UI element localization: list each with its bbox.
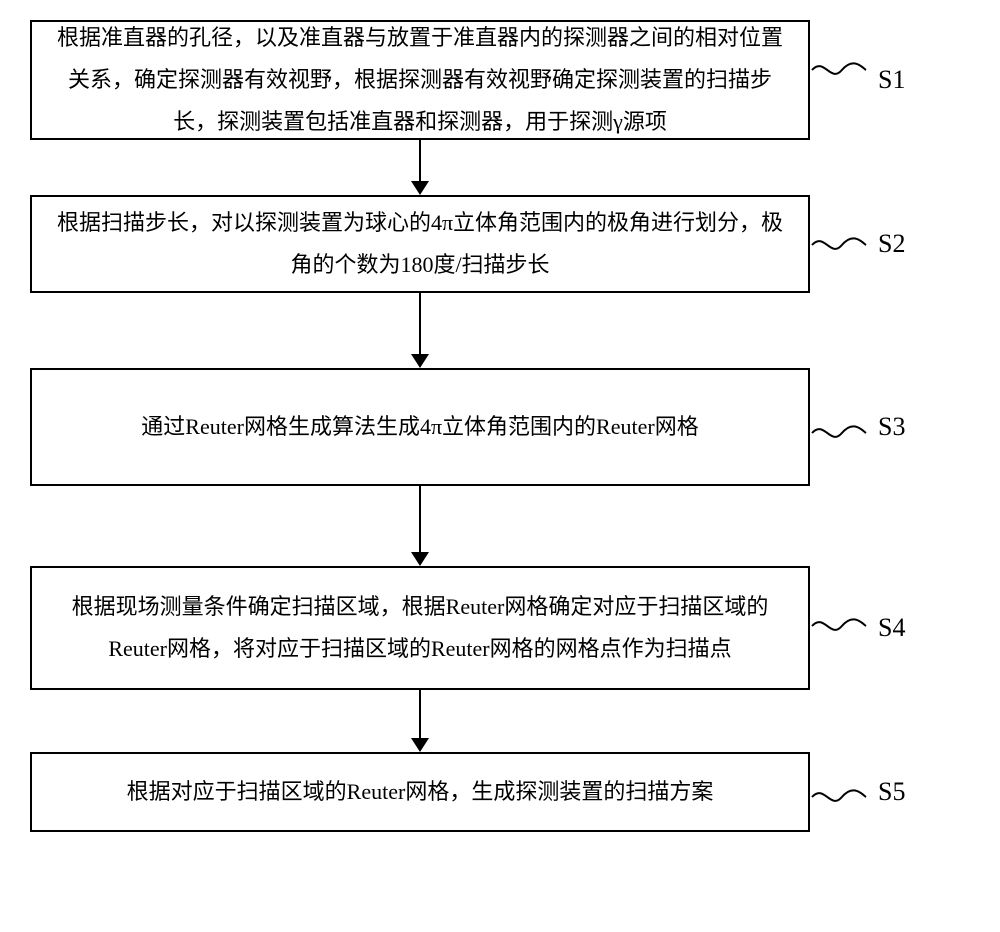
curve-connector [810, 611, 868, 646]
curve-connector [810, 55, 868, 90]
step-box-s1: 根据准直器的孔径，以及准直器与放置于准直器内的探测器之间的相对位置关系，确定探测… [30, 20, 810, 140]
step-box-s3: 通过Reuter网格生成算法生成4π立体角范围内的Reuter网格 [30, 368, 810, 486]
curve-connector [810, 418, 868, 453]
step-row-s3: 通过Reuter网格生成算法生成4π立体角范围内的Reuter网格 S3 [30, 368, 970, 486]
step-text: 通过Reuter网格生成算法生成4π立体角范围内的Reuter网格 [141, 406, 698, 448]
step-row-s4: 根据现场测量条件确定扫描区域，根据Reuter网格确定对应于扫描区域的Reute… [30, 566, 970, 690]
step-text: 根据对应于扫描区域的Reuter网格，生成探测装置的扫描方案 [127, 771, 714, 813]
step-label-s3: S3 [878, 412, 905, 442]
step-label-s2: S2 [878, 229, 905, 259]
arrow-connector [30, 690, 810, 752]
curve-connector [810, 230, 868, 265]
curve-connector [810, 782, 868, 817]
step-text: 根据扫描步长，对以探测装置为球心的4π立体角范围内的极角进行划分，极角的个数为1… [50, 202, 790, 286]
step-box-s5: 根据对应于扫描区域的Reuter网格，生成探测装置的扫描方案 [30, 752, 810, 832]
arrow-connector [30, 486, 810, 566]
step-label-s5: S5 [878, 777, 905, 807]
step-box-s2: 根据扫描步长，对以探测装置为球心的4π立体角范围内的极角进行划分，极角的个数为1… [30, 195, 810, 293]
step-row-s5: 根据对应于扫描区域的Reuter网格，生成探测装置的扫描方案 S5 [30, 752, 970, 832]
step-row-s1: 根据准直器的孔径，以及准直器与放置于准直器内的探测器之间的相对位置关系，确定探测… [30, 20, 970, 140]
step-label-s1: S1 [878, 65, 905, 95]
arrow-connector [30, 293, 810, 368]
step-text: 根据现场测量条件确定扫描区域，根据Reuter网格确定对应于扫描区域的Reute… [50, 586, 790, 670]
step-row-s2: 根据扫描步长，对以探测装置为球心的4π立体角范围内的极角进行划分，极角的个数为1… [30, 195, 970, 293]
flowchart-container: 根据准直器的孔径，以及准直器与放置于准直器内的探测器之间的相对位置关系，确定探测… [30, 20, 970, 832]
arrow-connector [30, 140, 810, 195]
step-box-s4: 根据现场测量条件确定扫描区域，根据Reuter网格确定对应于扫描区域的Reute… [30, 566, 810, 690]
step-label-s4: S4 [878, 613, 905, 643]
step-text: 根据准直器的孔径，以及准直器与放置于准直器内的探测器之间的相对位置关系，确定探测… [50, 17, 790, 142]
